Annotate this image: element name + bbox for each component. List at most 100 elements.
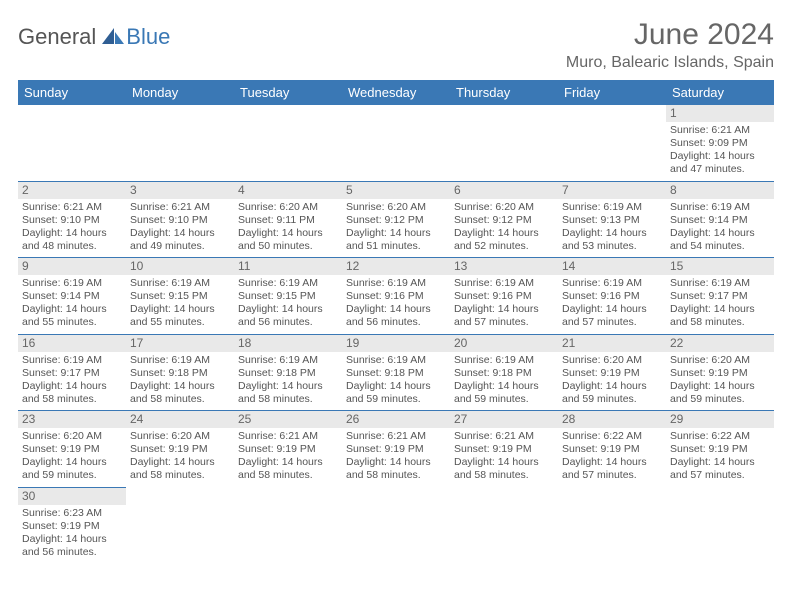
- day-details: Sunrise: 6:19 AMSunset: 9:14 PMDaylight:…: [22, 277, 122, 330]
- calendar-cell: 1 Sunrise: 6:21 AMSunset: 9:09 PMDaylight…: [666, 105, 774, 181]
- detail-daylight2: and 52 minutes.: [454, 240, 554, 253]
- page-header: General Blue June 2024 Muro, Balearic Is…: [18, 18, 774, 72]
- detail-daylight2: and 48 minutes.: [22, 240, 122, 253]
- day-number: 1: [666, 105, 774, 122]
- day-number: 29: [666, 411, 774, 428]
- detail-sunset: Sunset: 9:19 PM: [22, 443, 122, 456]
- day-details: Sunrise: 6:19 AMSunset: 9:17 PMDaylight:…: [22, 354, 122, 407]
- logo-text-general: General: [18, 24, 96, 50]
- month-title: June 2024: [566, 18, 774, 52]
- day-number: 28: [558, 411, 666, 428]
- calendar-row: 2Sunrise: 6:21 AMSunset: 9:10 PMDaylight…: [18, 181, 774, 258]
- detail-sunset: Sunset: 9:19 PM: [562, 367, 662, 380]
- detail-sunrise: Sunrise: 6:21 AM: [454, 430, 554, 443]
- detail-daylight1: Daylight: 14 hours: [454, 227, 554, 240]
- calendar-body: 1Sunrise: 6:21 AMSunset: 9:09 PMDaylight…: [18, 105, 774, 563]
- detail-sunrise: Sunrise: 6:20 AM: [130, 430, 230, 443]
- logo: General Blue: [18, 24, 170, 50]
- dayname-friday: Friday: [558, 80, 666, 105]
- calendar-cell: 3Sunrise: 6:21 AMSunset: 9:10 PMDaylight…: [126, 181, 234, 258]
- calendar-cell: 12Sunrise: 6:19 AMSunset: 9:16 PMDayligh…: [342, 258, 450, 335]
- calendar-cell: 17 Sunrise: 6:19 AMSunset: 9:18 PMDayligh…: [126, 334, 234, 411]
- detail-sunset: Sunset: 9:09 PM: [670, 137, 770, 150]
- detail-daylight1: Daylight: 14 hours: [346, 380, 446, 393]
- calendar-cell: 18Sunrise: 6:19 AMSunset: 9:18 PMDayligh…: [234, 334, 342, 411]
- detail-daylight1: Daylight: 14 hours: [22, 456, 122, 469]
- day-details: Sunrise: 6:22 AMSunset: 9:19 PMDaylight:…: [670, 430, 770, 483]
- calendar-cell: 13Sunrise: 6:19 AMSunset: 9:16 PMDayligh…: [450, 258, 558, 335]
- calendar-cell: 27 Sunrise: 6:21 AMSunset: 9:19 PMDayligh…: [450, 411, 558, 488]
- day-details: Sunrise: 6:21 AMSunset: 9:19 PMDaylight:…: [454, 430, 554, 483]
- calendar-cell: 20Sunrise: 6:19 AMSunset: 9:18 PMDayligh…: [450, 334, 558, 411]
- detail-daylight2: and 51 minutes.: [346, 240, 446, 253]
- detail-daylight1: Daylight: 14 hours: [238, 380, 338, 393]
- day-details: Sunrise: 6:19 AMSunset: 9:13 PMDaylight:…: [562, 201, 662, 254]
- detail-sunrise: Sunrise: 6:19 AM: [238, 354, 338, 367]
- calendar-row: 1 Sunrise: 6:21 AMSunset: 9:09 PMDaylight…: [18, 105, 774, 181]
- calendar-header-row: Sunday Monday Tuesday Wednesday Thursday…: [18, 80, 774, 105]
- day-number: 25: [234, 411, 342, 428]
- detail-sunrise: Sunrise: 6:19 AM: [22, 277, 122, 290]
- detail-sunrise: Sunrise: 6:23 AM: [22, 507, 122, 520]
- detail-daylight1: Daylight: 14 hours: [22, 533, 122, 546]
- calendar-row: 9Sunrise: 6:19 AMSunset: 9:14 PMDaylight…: [18, 258, 774, 335]
- calendar-cell: 24Sunrise: 6:20 AMSunset: 9:19 PMDayligh…: [126, 411, 234, 488]
- calendar-cell: [450, 105, 558, 181]
- calendar-cell: [558, 487, 666, 563]
- day-number: 27: [450, 411, 558, 428]
- day-details: Sunrise: 6:23 AMSunset: 9:19 PMDaylight:…: [22, 507, 122, 560]
- detail-daylight1: Daylight: 14 hours: [670, 380, 770, 393]
- detail-daylight1: Daylight: 14 hours: [130, 380, 230, 393]
- calendar-cell: 28Sunrise: 6:22 AMSunset: 9:19 PMDayligh…: [558, 411, 666, 488]
- calendar-cell: 8Sunrise: 6:19 AMSunset: 9:14 PMDaylight…: [666, 181, 774, 258]
- detail-sunrise: Sunrise: 6:19 AM: [238, 277, 338, 290]
- calendar-cell: 21Sunrise: 6:20 AMSunset: 9:19 PMDayligh…: [558, 334, 666, 411]
- calendar-row: 23Sunrise: 6:20 AMSunset: 9:19 PMDayligh…: [18, 411, 774, 488]
- day-number: 17: [126, 335, 234, 352]
- detail-daylight2: and 58 minutes.: [130, 393, 230, 406]
- detail-sunset: Sunset: 9:18 PM: [454, 367, 554, 380]
- detail-daylight2: and 57 minutes.: [670, 469, 770, 482]
- detail-daylight2: and 58 minutes.: [670, 316, 770, 329]
- detail-daylight2: and 58 minutes.: [22, 393, 122, 406]
- calendar-cell: [558, 105, 666, 181]
- detail-daylight2: and 57 minutes.: [454, 316, 554, 329]
- calendar-cell: 25Sunrise: 6:21 AMSunset: 9:19 PMDayligh…: [234, 411, 342, 488]
- location-subtitle: Muro, Balearic Islands, Spain: [566, 54, 774, 72]
- calendar-row: 30Sunrise: 6:23 AMSunset: 9:19 PMDayligh…: [18, 487, 774, 563]
- day-number: 20: [450, 335, 558, 352]
- detail-sunset: Sunset: 9:10 PM: [22, 214, 122, 227]
- calendar-cell: [342, 105, 450, 181]
- day-number: 23: [18, 411, 126, 428]
- day-details: Sunrise: 6:19 AMSunset: 9:15 PMDaylight:…: [238, 277, 338, 330]
- logo-text-blue: Blue: [126, 24, 170, 50]
- detail-daylight2: and 59 minutes.: [454, 393, 554, 406]
- day-number: 16: [18, 335, 126, 352]
- day-details: Sunrise: 6:19 AMSunset: 9:18 PMDaylight:…: [238, 354, 338, 407]
- logo-sail-icon: [100, 26, 126, 46]
- detail-sunset: Sunset: 9:19 PM: [130, 443, 230, 456]
- detail-daylight1: Daylight: 14 hours: [238, 456, 338, 469]
- day-details: Sunrise: 6:21 AMSunset: 9:10 PMDaylight:…: [22, 201, 122, 254]
- detail-sunrise: Sunrise: 6:20 AM: [22, 430, 122, 443]
- detail-daylight2: and 47 minutes.: [670, 163, 770, 176]
- calendar-cell: 19Sunrise: 6:19 AMSunset: 9:18 PMDayligh…: [342, 334, 450, 411]
- day-details: Sunrise: 6:19 AMSunset: 9:18 PMDaylight:…: [130, 354, 230, 407]
- calendar-table: Sunday Monday Tuesday Wednesday Thursday…: [18, 80, 774, 563]
- day-details: Sunrise: 6:21 AMSunset: 9:09 PMDaylight:…: [670, 124, 770, 177]
- detail-daylight2: and 59 minutes.: [562, 393, 662, 406]
- detail-sunrise: Sunrise: 6:20 AM: [238, 201, 338, 214]
- day-number: 12: [342, 258, 450, 275]
- day-number: 4: [234, 182, 342, 199]
- calendar-cell: 11 Sunrise: 6:19 AMSunset: 9:15 PMDayligh…: [234, 258, 342, 335]
- dayname-saturday: Saturday: [666, 80, 774, 105]
- detail-sunrise: Sunrise: 6:21 AM: [670, 124, 770, 137]
- calendar-cell: 4Sunrise: 6:20 AMSunset: 9:11 PMDaylight…: [234, 181, 342, 258]
- calendar-cell: 16 Sunrise: 6:19 AMSunset: 9:17 PMDayligh…: [18, 334, 126, 411]
- day-number: 11: [234, 258, 342, 275]
- day-details: Sunrise: 6:19 AMSunset: 9:14 PMDaylight:…: [670, 201, 770, 254]
- title-block: June 2024 Muro, Balearic Islands, Spain: [566, 18, 774, 72]
- day-details: Sunrise: 6:20 AMSunset: 9:19 PMDaylight:…: [22, 430, 122, 483]
- detail-daylight1: Daylight: 14 hours: [454, 380, 554, 393]
- calendar-row: 16 Sunrise: 6:19 AMSunset: 9:17 PMDayligh…: [18, 334, 774, 411]
